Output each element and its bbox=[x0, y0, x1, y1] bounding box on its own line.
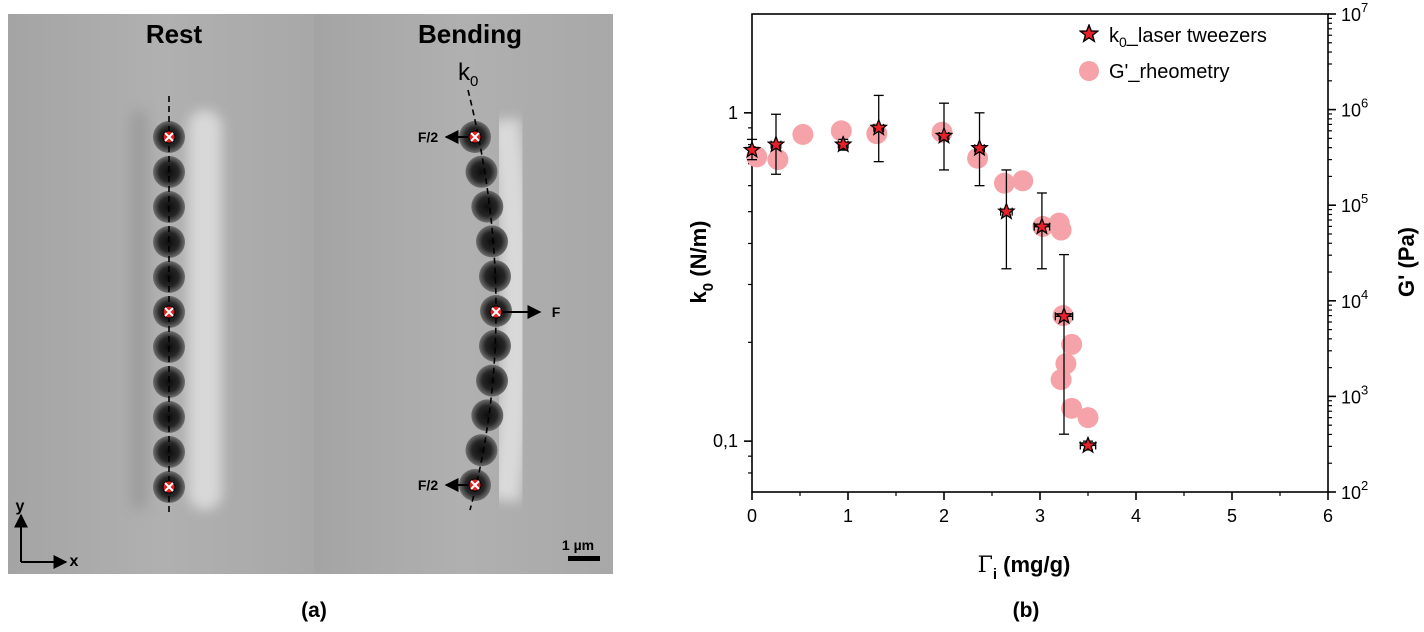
x-tick-label: 3 bbox=[1035, 506, 1045, 526]
y2-tick-label: 105 bbox=[1341, 191, 1368, 216]
bending-bead-chain bbox=[459, 121, 512, 501]
rheometry-point bbox=[1012, 170, 1034, 192]
x-axis-ticks: 0 1 2 3 4 5 6 bbox=[747, 492, 1333, 526]
rheometry-point bbox=[1050, 219, 1072, 241]
y-right-axis-ticks: 102 103 104 105 106 107 bbox=[1328, 0, 1368, 503]
plot-frame bbox=[751, 13, 1329, 493]
rheometry-point bbox=[1055, 353, 1077, 375]
rheometry-point bbox=[1061, 333, 1083, 355]
scale-bar-label: 1 µm bbox=[562, 537, 594, 553]
rheometry-point bbox=[792, 123, 814, 145]
bead bbox=[476, 364, 508, 397]
x-tick-label: 5 bbox=[1227, 506, 1237, 526]
bead bbox=[471, 190, 504, 223]
bead bbox=[471, 399, 504, 432]
rest-marker-bottom bbox=[162, 480, 176, 494]
y2-tick-label: 102 bbox=[1341, 478, 1368, 503]
x-tick-label: 6 bbox=[1323, 506, 1333, 526]
panel-a-caption: (a) bbox=[301, 599, 327, 622]
y-tick-label: 0,1 bbox=[713, 431, 738, 451]
x-tick-label: 1 bbox=[843, 506, 853, 526]
x-tick-label: 0 bbox=[747, 506, 757, 526]
bending-marker-bottom bbox=[468, 478, 482, 492]
panel-a-micrographs: Rest y x F/2 F F/2 Bending k0 bbox=[0, 0, 630, 627]
force-mid-label: F bbox=[552, 304, 561, 320]
bending-axis-line bbox=[467, 89, 497, 511]
rest-label: Rest bbox=[146, 19, 203, 49]
y-tick-label: 1 bbox=[728, 103, 738, 123]
bead bbox=[465, 434, 498, 467]
k0-label: k0 bbox=[458, 59, 478, 90]
rest-marker-mid bbox=[162, 305, 176, 319]
axis-x-label: x bbox=[70, 553, 79, 570]
y-left-axis-ticks: 0,11 bbox=[713, 103, 752, 474]
rest-marker-top bbox=[162, 130, 176, 144]
y2-tick-label: 106 bbox=[1341, 96, 1368, 121]
bending-marker-top bbox=[468, 130, 482, 144]
rheometry-point bbox=[993, 172, 1015, 194]
x-tick-label: 4 bbox=[1131, 506, 1141, 526]
y-left-axis-title: k0 (N/m) bbox=[686, 221, 717, 304]
rheometry-point bbox=[1061, 397, 1083, 419]
bead bbox=[479, 329, 511, 362]
force-half-top-label: F/2 bbox=[418, 129, 438, 145]
rheometry-point bbox=[830, 120, 852, 142]
rheometry-point bbox=[767, 149, 789, 171]
rheometry-point bbox=[1050, 369, 1072, 391]
panel-b-caption: (b) bbox=[1013, 599, 1040, 622]
bending-label: Bending bbox=[418, 19, 522, 49]
y-right-axis-title: G' (Pa) bbox=[1394, 227, 1419, 297]
scale-bar bbox=[568, 556, 600, 561]
legend-label-rheometry: G'_rheometry bbox=[1109, 61, 1230, 83]
rheometry-series bbox=[746, 120, 1099, 429]
bead bbox=[465, 155, 498, 188]
tweezers-error-bar bbox=[1054, 253, 1074, 435]
rest-image: Rest y x bbox=[8, 14, 314, 574]
x-tick-label: 2 bbox=[939, 506, 949, 526]
force-half-bottom-label: F/2 bbox=[418, 477, 438, 493]
bending-marker-mid bbox=[489, 305, 503, 319]
tweezers-series bbox=[743, 119, 1097, 453]
micrograph-figure: Rest y x F/2 F F/2 Bending k0 bbox=[8, 14, 613, 622]
bead bbox=[476, 225, 508, 258]
bead bbox=[479, 260, 511, 293]
legend-star-marker bbox=[1079, 24, 1099, 43]
tweezers-error-bars bbox=[747, 94, 1097, 451]
axis-y-label: y bbox=[16, 498, 25, 515]
legend-circle-marker bbox=[1079, 61, 1099, 81]
legend: k0_laser tweezers G'_rheometry bbox=[1079, 24, 1267, 83]
legend-label-tweezers: k0_laser tweezers bbox=[1109, 25, 1267, 50]
bending-image: F/2 F F/2 Bending k0 1 µm bbox=[314, 14, 613, 574]
x-axis-title: Γi (mg/g) bbox=[978, 552, 1071, 583]
y2-tick-label: 103 bbox=[1341, 382, 1368, 407]
rheometry-point bbox=[1077, 407, 1099, 429]
y2-tick-label: 104 bbox=[1341, 287, 1368, 312]
y2-tick-label: 107 bbox=[1341, 0, 1368, 25]
